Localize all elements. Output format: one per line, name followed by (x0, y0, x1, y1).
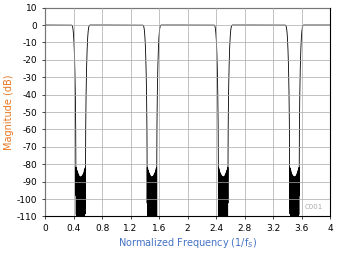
Text: C001: C001 (305, 204, 323, 210)
Y-axis label: Magnitude (dB): Magnitude (dB) (4, 74, 14, 150)
X-axis label: Normalized Frequency (1/f$_S$): Normalized Frequency (1/f$_S$) (118, 236, 257, 250)
